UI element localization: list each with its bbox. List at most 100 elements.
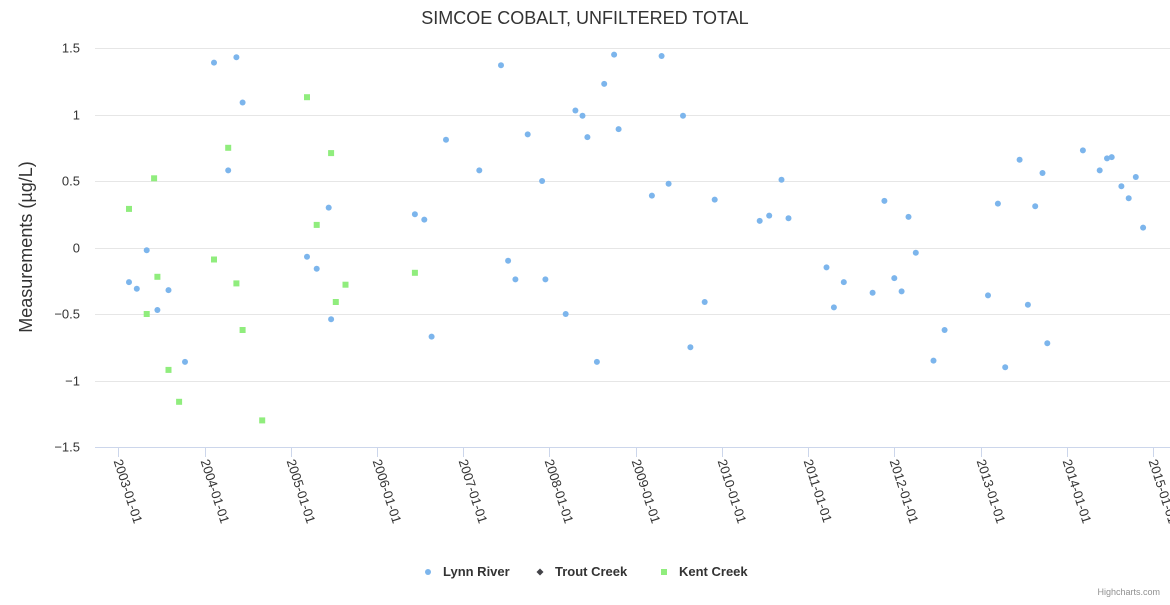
x-tick-label: 2012-01-01: [887, 457, 922, 525]
data-point: [314, 266, 320, 272]
data-point: [931, 358, 937, 364]
data-points: [126, 1, 1146, 424]
data-point: [824, 264, 830, 270]
data-point: [304, 94, 310, 100]
data-point: [786, 215, 792, 221]
data-point: [314, 222, 320, 228]
data-point: [421, 217, 427, 223]
data-point: [225, 167, 231, 173]
x-tick-label: 2004-01-01: [198, 457, 233, 525]
data-point: [412, 270, 418, 276]
data-point: [611, 52, 617, 58]
series-kent-creek: [126, 94, 418, 423]
data-point: [211, 60, 217, 66]
data-point: [240, 100, 246, 106]
data-point: [712, 197, 718, 203]
y-axis-title: Measurements (µg/L): [16, 161, 36, 332]
legend-label: Trout Creek: [555, 564, 628, 579]
data-point: [1118, 183, 1124, 189]
data-point: [505, 258, 511, 264]
data-point: [166, 287, 172, 293]
data-point: [225, 145, 231, 151]
data-point: [891, 275, 897, 281]
data-point: [601, 81, 607, 87]
data-point: [831, 304, 837, 310]
data-point: [616, 126, 622, 132]
x-tick-label: 2015-01-01: [1146, 457, 1170, 525]
data-point: [429, 334, 435, 340]
legend-marker: [425, 569, 431, 575]
data-point: [584, 134, 590, 140]
data-point: [144, 311, 150, 317]
data-point: [443, 137, 449, 143]
legend-item-trout-creek[interactable]: Trout Creek: [537, 564, 629, 579]
series-trout-creek: [129, 1, 844, 400]
legend-label: Kent Creek: [679, 564, 748, 579]
data-point: [211, 257, 217, 263]
y-tick-label: −1: [65, 374, 80, 389]
data-point: [1109, 154, 1115, 160]
data-point: [757, 218, 763, 224]
data-point: [326, 205, 332, 211]
gridlines: [95, 49, 1170, 448]
data-point: [649, 193, 655, 199]
data-point: [1025, 302, 1031, 308]
y-tick-label: 0: [73, 241, 80, 256]
data-point: [134, 286, 140, 292]
data-point: [154, 274, 160, 280]
data-point: [687, 344, 693, 350]
data-point: [1044, 340, 1050, 346]
x-tick-label: 2010-01-01: [715, 457, 750, 525]
x-tick-label: 2009-01-01: [629, 457, 664, 525]
data-point: [233, 54, 239, 60]
legend-marker: [661, 569, 667, 575]
y-tick-label: 1.5: [62, 41, 80, 56]
data-point: [942, 327, 948, 333]
data-point: [240, 327, 246, 333]
x-tick-label: 2011-01-01: [801, 457, 836, 524]
data-point: [1080, 147, 1086, 153]
data-point: [343, 282, 349, 288]
y-tick-label: −0.5: [54, 307, 80, 322]
y-tick-label: 1: [73, 108, 80, 123]
series-lynn-river: [126, 52, 1146, 371]
data-point: [580, 113, 586, 119]
x-tick-label: 2014-01-01: [1060, 457, 1095, 525]
data-point: [995, 201, 1001, 207]
data-point: [1040, 170, 1046, 176]
data-point: [870, 290, 876, 296]
legend: Lynn River Trout Creek Kent Creek: [425, 564, 748, 579]
x-tick-label: 2008-01-01: [542, 457, 577, 525]
data-point: [906, 214, 912, 220]
data-point: [1002, 364, 1008, 370]
y-axis-ticks: −1.5−1−0.500.511.5: [54, 41, 80, 455]
data-point: [233, 280, 239, 286]
x-tick-label: 2003-01-01: [111, 457, 146, 525]
data-point: [328, 150, 334, 156]
data-point: [1017, 157, 1023, 163]
data-point: [154, 307, 160, 313]
data-point: [259, 417, 265, 423]
data-point: [542, 276, 548, 282]
data-point: [666, 181, 672, 187]
data-point: [539, 178, 545, 184]
x-tick-label: 2007-01-01: [456, 457, 491, 525]
data-point: [333, 299, 339, 305]
x-tick-label: 2013-01-01: [974, 457, 1009, 525]
data-point: [182, 359, 188, 365]
credits-text[interactable]: Highcharts.com: [1097, 587, 1160, 597]
data-point: [572, 108, 578, 114]
data-point: [985, 292, 991, 298]
legend-label: Lynn River: [443, 564, 510, 579]
data-point: [1032, 203, 1038, 209]
data-point: [1126, 195, 1132, 201]
data-point: [525, 131, 531, 137]
data-point: [881, 198, 887, 204]
legend-item-lynn-river[interactable]: Lynn River: [425, 564, 510, 579]
data-point: [144, 247, 150, 253]
legend-item-kent-creek[interactable]: Kent Creek: [661, 564, 748, 579]
data-point: [594, 359, 600, 365]
data-point: [841, 279, 847, 285]
